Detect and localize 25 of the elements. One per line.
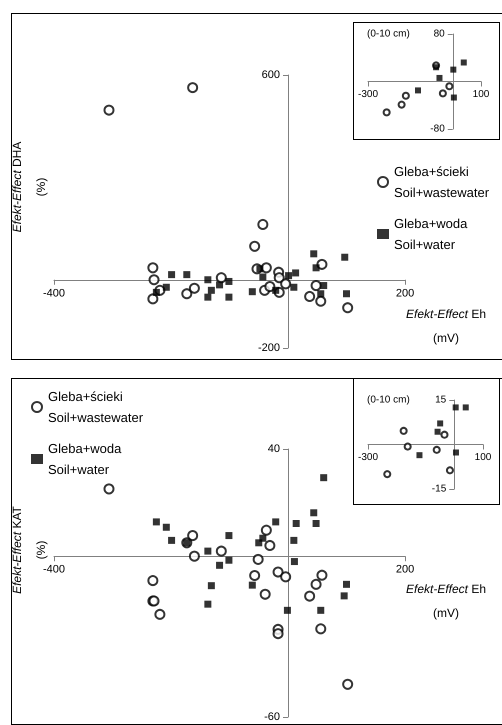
chart-title: (0-10 cm): [367, 394, 410, 406]
x-tick-label: 200: [396, 564, 414, 576]
x-tick-label: -300: [358, 452, 378, 463]
y-tick-label: 600: [262, 69, 280, 81]
x-tick-label: -400: [42, 564, 66, 576]
y-tick-label: -15: [432, 484, 447, 494]
x-tick-label: 100: [472, 89, 490, 100]
text: Efekt-Effect Eh (mV): [406, 307, 486, 345]
legend-label: Gleba+woda Soil+water: [48, 441, 122, 477]
y-tick-label: 15: [435, 394, 447, 406]
y-tick-label: 80: [434, 28, 446, 40]
legend-label: Gleba+ścieki Soil+wastewater: [394, 164, 490, 200]
x-tick-label: 200: [396, 287, 414, 300]
y-tick-label: -60: [264, 711, 280, 723]
x-tick-label: -400: [42, 287, 66, 300]
y-tick-label: -80: [430, 124, 446, 134]
x-tick-label: -300: [358, 89, 378, 100]
y-tick-label: -200: [258, 342, 280, 354]
legend-label: Gleba+woda Soil+water: [394, 216, 468, 252]
chart-title: (0-10 cm): [367, 28, 410, 40]
legend-label: Gleba+ścieki Soil+wastewater: [48, 389, 144, 425]
x-tick-label: 100: [474, 452, 492, 463]
text: Efekt-Effect DHA (%): [10, 142, 48, 232]
y-tick-label: 40: [268, 443, 280, 455]
text: Efekt-Effect Eh (mV): [406, 582, 486, 620]
